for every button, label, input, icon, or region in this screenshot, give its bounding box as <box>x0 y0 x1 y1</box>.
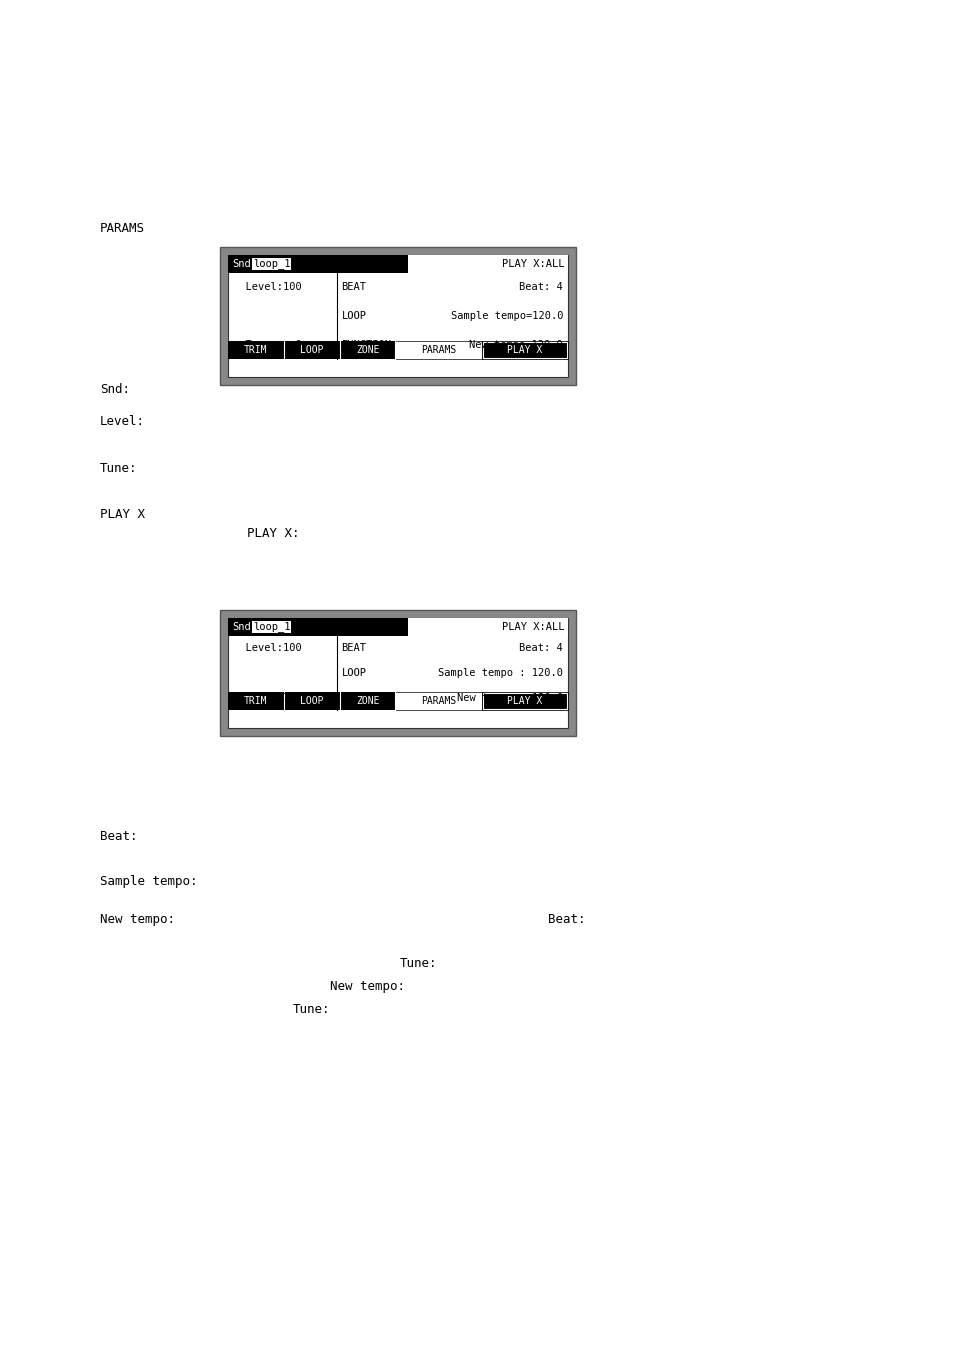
Bar <box>284 692 339 711</box>
Text: FUNCTION: FUNCTION <box>341 693 391 703</box>
Text: Snd:: Snd: <box>232 259 256 269</box>
Text: PLAY X: PLAY X <box>507 345 542 355</box>
Text: PARAMS: PARAMS <box>100 222 145 235</box>
Bar <box>220 611 576 736</box>
Bar <box>228 255 567 273</box>
Text: loop_1: loop_1 <box>253 621 290 632</box>
Text: PARAMS: PARAMS <box>420 696 456 707</box>
Text: TRIM: TRIM <box>244 696 268 707</box>
Text: New tempo=120.0: New tempo=120.0 <box>469 339 562 350</box>
Bar <box>408 617 567 636</box>
Text: PLAY X:ALL: PLAY X:ALL <box>501 259 563 269</box>
Bar <box>228 255 567 377</box>
Text: Beat:: Beat: <box>547 913 585 925</box>
Text: BEAT: BEAT <box>341 643 366 654</box>
Bar <box>220 247 576 385</box>
Text: Snd:: Snd: <box>100 382 130 396</box>
Text: LOOP: LOOP <box>299 345 323 355</box>
Bar <box>228 617 567 728</box>
Text: Tune: 70: Tune: 70 <box>233 693 295 703</box>
Text: Sample tempo=120.0: Sample tempo=120.0 <box>450 311 562 322</box>
Text: Tune:: Tune: <box>399 957 437 970</box>
Bar <box>228 340 284 359</box>
Text: Beat: 4: Beat: 4 <box>519 282 562 292</box>
Bar <box>228 692 284 711</box>
Bar <box>408 255 567 273</box>
Text: PLAY X:: PLAY X: <box>247 527 299 540</box>
Text: LOOP: LOOP <box>299 696 323 707</box>
Text: LOOP: LOOP <box>341 311 366 322</box>
Text: PLAY X:ALL: PLAY X:ALL <box>501 621 563 632</box>
Text: Snd:: Snd: <box>232 621 256 632</box>
Text: LOOP: LOOP <box>341 667 366 678</box>
Text: New tempo : 120.0: New tempo : 120.0 <box>456 693 562 703</box>
Text: PLAY X: PLAY X <box>100 508 145 521</box>
Bar <box>284 340 339 359</box>
Text: BEAT: BEAT <box>341 282 366 292</box>
Text: Beat:: Beat: <box>100 830 137 843</box>
Bar <box>395 692 481 711</box>
Bar <box>339 692 395 711</box>
Text: PLAY X: PLAY X <box>507 696 542 707</box>
Text: Tune:: Tune: <box>293 1002 330 1016</box>
Text: Tune:   0: Tune: 0 <box>233 339 301 350</box>
Text: Sample tempo : 120.0: Sample tempo : 120.0 <box>437 667 562 678</box>
Text: PARAMS: PARAMS <box>420 345 456 355</box>
Bar <box>228 617 567 636</box>
Bar <box>482 693 566 709</box>
Text: Tune:: Tune: <box>100 462 137 476</box>
Bar <box>395 340 481 359</box>
Text: New tempo:: New tempo: <box>330 979 405 993</box>
Text: ZONE: ZONE <box>355 696 379 707</box>
Bar <box>481 340 567 359</box>
Text: Level:100: Level:100 <box>233 643 301 654</box>
Bar <box>482 342 566 358</box>
Text: Sample tempo:: Sample tempo: <box>100 875 197 888</box>
Text: New tempo:: New tempo: <box>100 913 174 925</box>
Text: ZONE: ZONE <box>355 345 379 355</box>
Text: Beat: 4: Beat: 4 <box>519 643 562 654</box>
Text: TRIM: TRIM <box>244 345 268 355</box>
Text: Level:: Level: <box>100 415 145 428</box>
Bar <box>481 692 567 711</box>
Text: loop_1: loop_1 <box>253 258 290 269</box>
Text: FUNCTION: FUNCTION <box>341 339 391 350</box>
Text: Level:100: Level:100 <box>233 282 301 292</box>
Bar <box>339 340 395 359</box>
